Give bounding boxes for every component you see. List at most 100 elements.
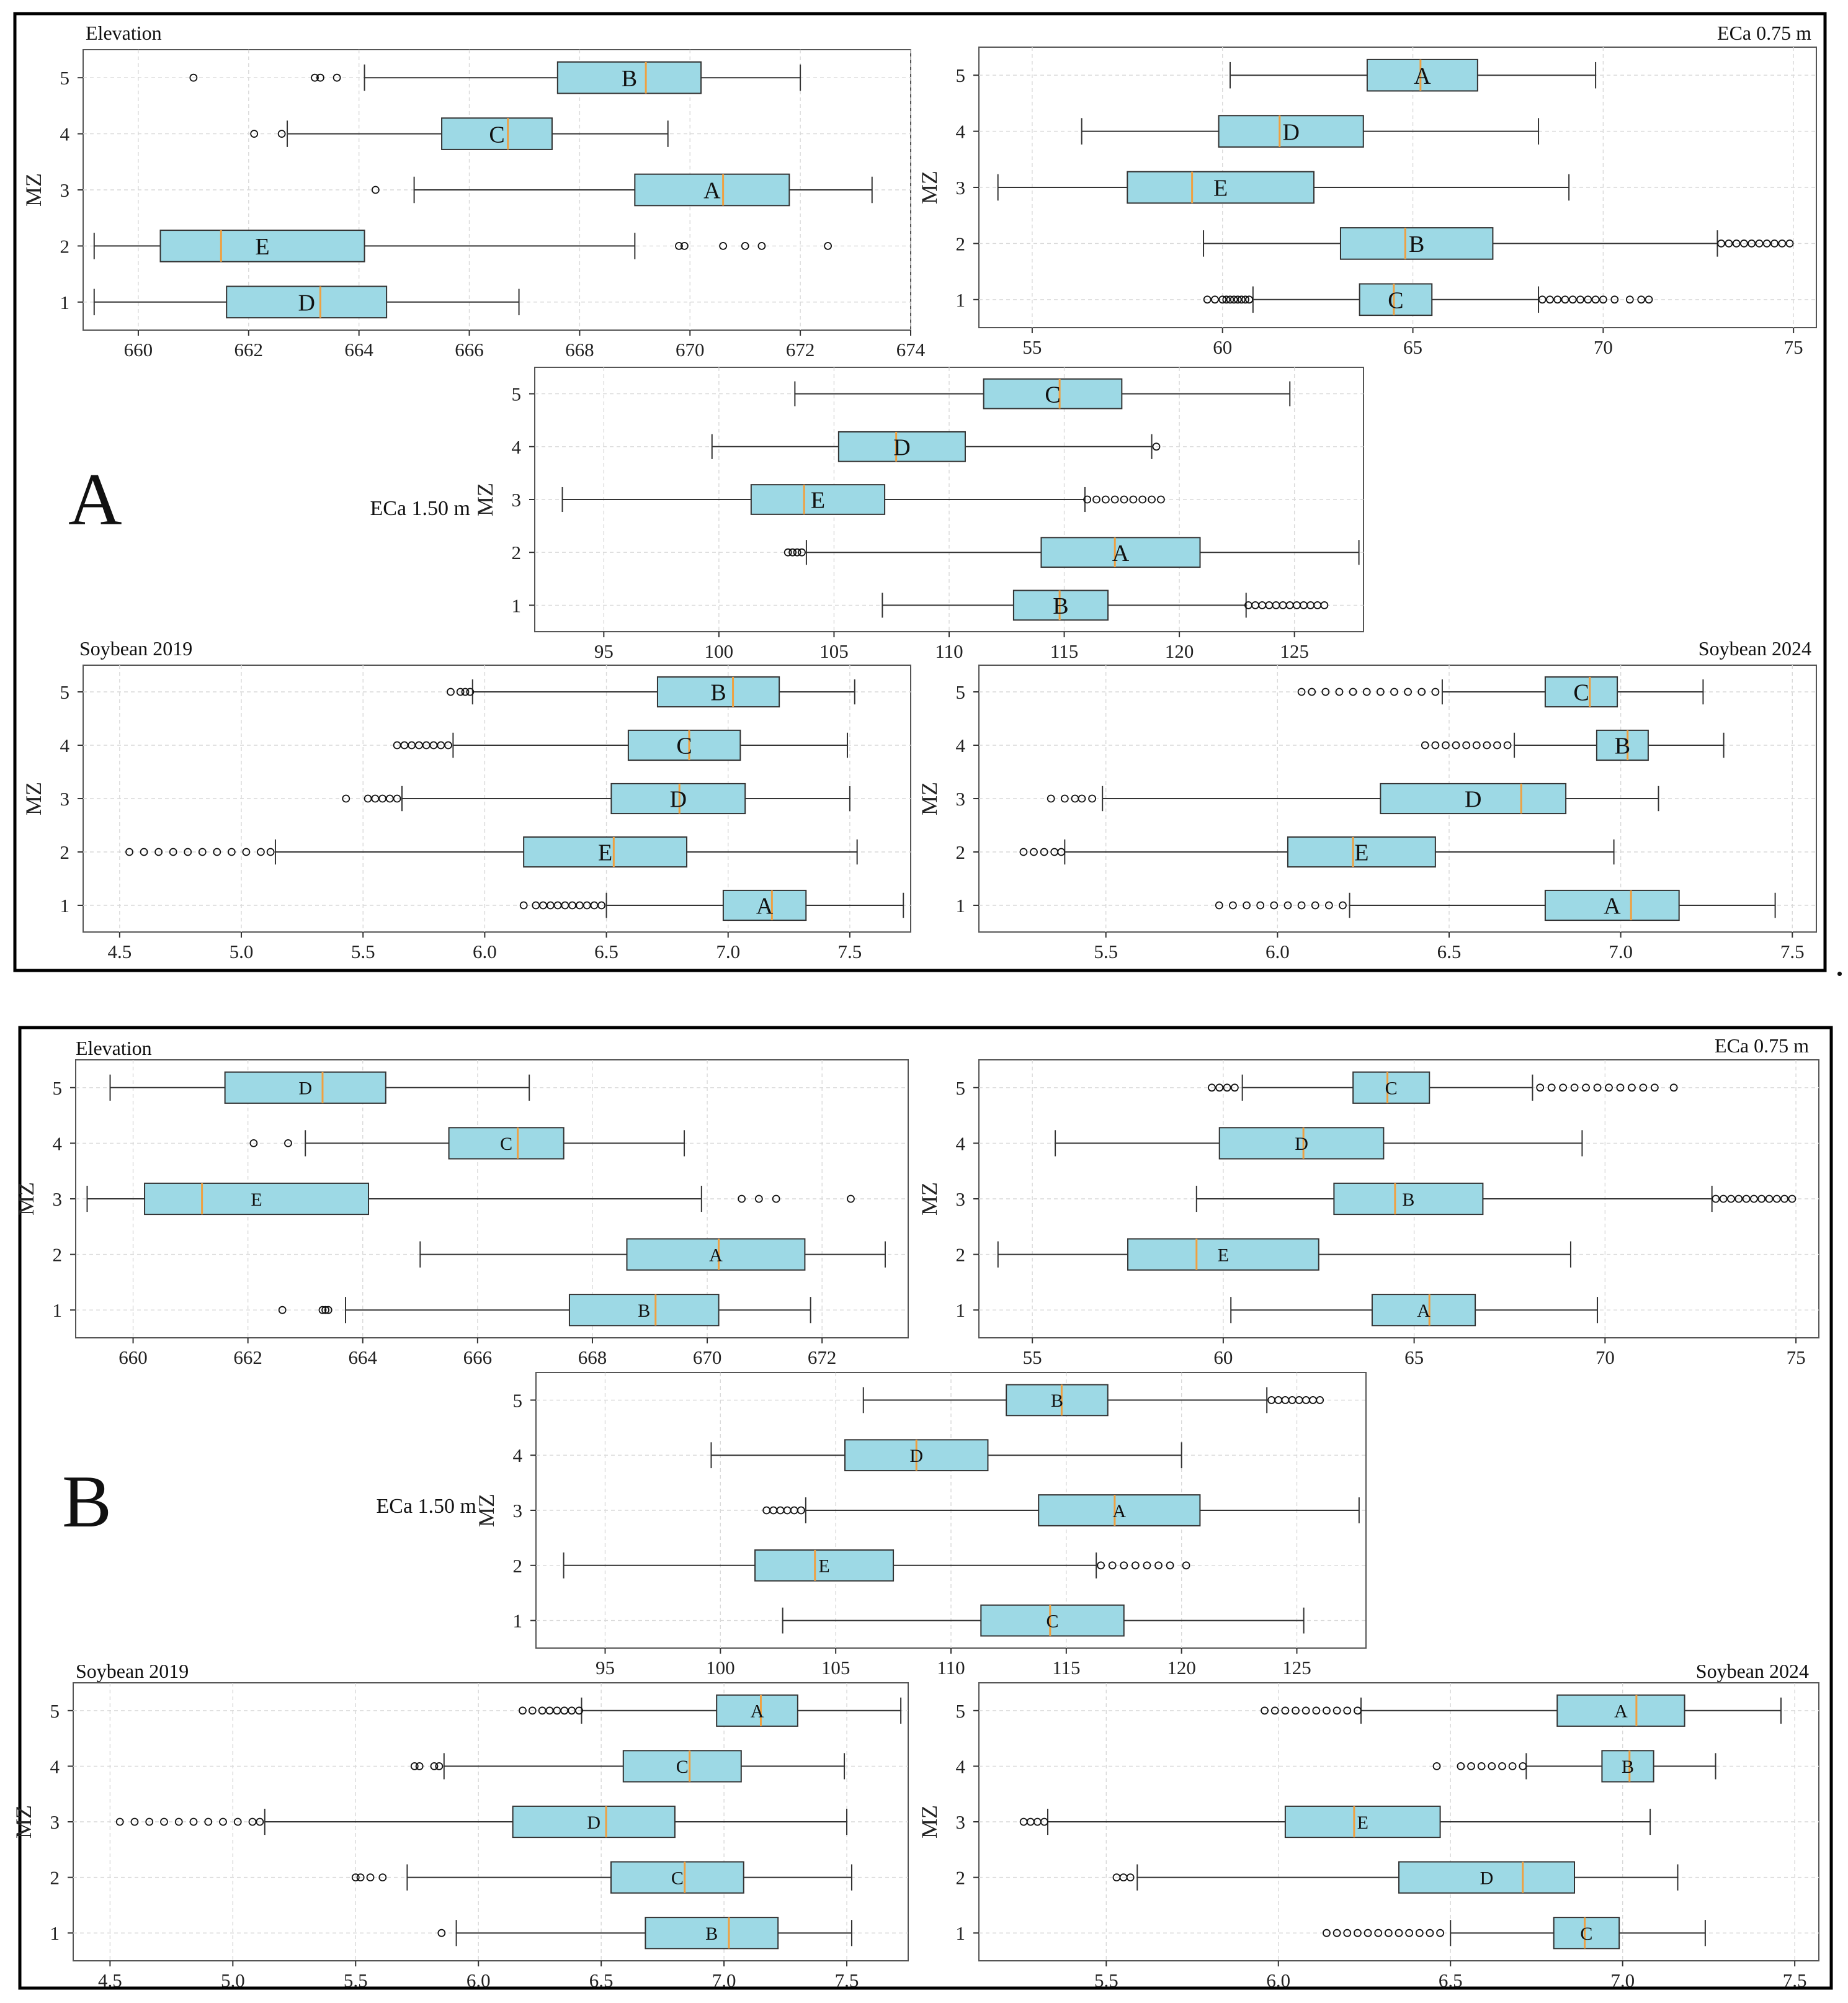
boxplot-panels: 660 662 664 666 668 670 672 674 1 2 3 4 5 MZ Elevation…	[11, 22, 1819, 1991]
outlier-point	[1138, 495, 1147, 504]
box-zone-5: B	[447, 676, 855, 708]
outlier-point	[1354, 1706, 1362, 1715]
panel-title: ECa 0.75 m	[1717, 22, 1811, 44]
outlier-point	[519, 901, 528, 910]
iqr-box	[645, 1917, 779, 1950]
outlier-point	[1788, 1194, 1797, 1203]
x-tick-label: 75	[1787, 1347, 1806, 1368]
outlier-point	[1297, 688, 1306, 696]
panel-a-elevation: 660 662 664 666 668 670 672 674 1 2 3 4 5 MZ Elevation…	[21, 22, 926, 361]
significance-letter: A	[1614, 1701, 1628, 1722]
x-tick-label: 105	[821, 1657, 850, 1678]
outlier-point	[1417, 688, 1426, 696]
outlier-point	[1483, 741, 1491, 750]
significance-letter: D	[1295, 1134, 1308, 1154]
y-tick-label: 1	[50, 1922, 60, 1944]
x-tick-label: 5.5	[1094, 941, 1118, 962]
box-zone-5: D	[109, 1071, 530, 1104]
outlier-point	[1230, 1083, 1239, 1092]
outlier-point	[444, 741, 452, 750]
box-zone-1: B	[278, 1294, 811, 1327]
x-tick-label: 4.5	[107, 941, 132, 962]
outlier-point	[456, 688, 465, 696]
iqr-box	[1371, 1294, 1476, 1327]
panel-title: Soybean 2024	[1698, 637, 1811, 660]
y-tick-label: 2	[513, 1555, 523, 1577]
outlier-point	[1126, 1873, 1135, 1882]
x-tick-label: 115	[1050, 640, 1078, 662]
significance-letter: B	[1622, 1757, 1634, 1777]
x-tick-label: 7.5	[838, 941, 862, 962]
outlier-point	[1182, 1561, 1190, 1570]
outlier-point	[410, 1762, 419, 1770]
significance-letter: C	[676, 733, 692, 760]
significance-letter: D	[1465, 787, 1481, 813]
box-zone-1: C	[1323, 1917, 1706, 1950]
iqr-box	[634, 173, 790, 207]
outlier-point	[1374, 1929, 1383, 1937]
panel-title: Elevation	[86, 22, 162, 44]
y-tick-label: 2	[512, 542, 522, 563]
x-tick-label: 75	[1784, 336, 1803, 358]
outlier-point	[1323, 1929, 1331, 1937]
outlier-point	[415, 1762, 424, 1770]
outlier-point	[528, 1706, 537, 1715]
outlier-point	[1405, 1929, 1414, 1937]
y-tick-label: 5	[50, 1700, 60, 1722]
y-tick-label: 3	[50, 1811, 60, 1833]
box-zone-2: A	[419, 1238, 886, 1271]
significance-letter: C	[1047, 1611, 1059, 1631]
panel-b-elevation: 660 662 664 666 668 670 672 1 2 3 4 5 MZ Elevation B A E…	[14, 1037, 909, 1368]
x-tick-label: 110	[937, 1657, 965, 1678]
significance-letter: D	[1480, 1868, 1494, 1888]
iqr-box	[1553, 1917, 1620, 1950]
outlier-point	[757, 241, 766, 250]
outlier-point	[227, 848, 236, 856]
significance-letter: D	[298, 1078, 312, 1099]
y-tick-label: 4	[60, 735, 70, 756]
outlier-point	[1320, 601, 1329, 609]
outlier-point	[342, 794, 350, 803]
x-tick-label: 672	[808, 1347, 837, 1368]
outlier-point	[1734, 1194, 1743, 1203]
outlier-point	[242, 848, 251, 856]
outlier-point	[1727, 1194, 1735, 1203]
outlier-point	[204, 1817, 213, 1826]
outlier-point	[1343, 1929, 1352, 1937]
iqr-box	[568, 1294, 720, 1327]
box-zone-4: D	[710, 1439, 1182, 1472]
x-tick-label: 7.5	[835, 1969, 859, 1991]
y-tick-label: 2	[53, 1244, 63, 1266]
outlier-point	[249, 1139, 258, 1147]
outlier-point	[1742, 1194, 1751, 1203]
outlier-point	[1472, 741, 1481, 750]
significance-letter: B	[1402, 1190, 1414, 1210]
outlier-point	[435, 1762, 444, 1770]
x-tick-label: 6.5	[1437, 941, 1462, 962]
y-axis-label: MZ	[11, 1805, 36, 1839]
panel-title: Soybean 2024	[1696, 1660, 1809, 1682]
y-tick-label: 3	[956, 1188, 966, 1210]
outlier-point	[1538, 295, 1547, 304]
iqr-box	[1352, 1071, 1431, 1104]
outlier-point	[1301, 1706, 1310, 1715]
box-zone-2: E	[1019, 836, 1615, 868]
outlier-point	[1778, 239, 1787, 248]
outlier-point	[461, 688, 470, 696]
x-tick-label: 120	[1165, 640, 1194, 662]
significance-letter: E	[1357, 1813, 1368, 1833]
x-tick-label: 660	[124, 339, 153, 361]
outlier-point	[1725, 239, 1733, 248]
outlier-point	[256, 1817, 264, 1826]
outlier-point	[1757, 1194, 1766, 1203]
iqr-box	[1596, 729, 1649, 761]
outlier-point	[1339, 901, 1347, 910]
y-axis-label: MZ	[917, 1182, 942, 1216]
iqr-box	[626, 1238, 806, 1271]
x-tick-label: 95	[596, 1657, 615, 1678]
x-tick-label: 55	[1022, 336, 1042, 358]
outlier-point	[1283, 901, 1292, 910]
iqr-box	[159, 230, 365, 262]
x-tick-label: 60	[1213, 336, 1232, 358]
box-zone-3: E	[86, 1182, 855, 1216]
